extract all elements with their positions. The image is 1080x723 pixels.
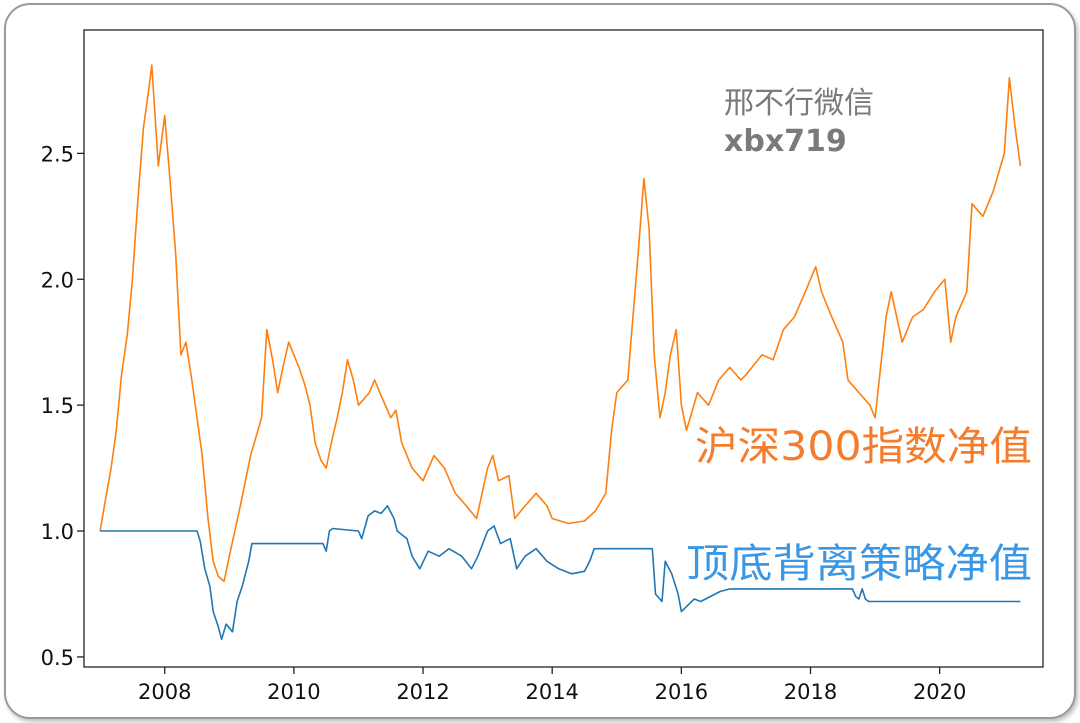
x-tick-label: 2012 — [396, 680, 449, 704]
y-tick-label: 2.0 — [41, 268, 74, 292]
y-tick-label: 1.5 — [41, 394, 74, 418]
watermark-id: xbx719 — [724, 124, 847, 159]
x-tick-label: 2016 — [655, 680, 708, 704]
x-tick-label: 2014 — [525, 680, 578, 704]
series-layer — [99, 64, 1022, 641]
x-tick-label: 2010 — [267, 680, 320, 704]
annotation-strategy-net-value: 顶底背离策略净值 — [686, 541, 1032, 587]
y-tick-label: 2.5 — [41, 142, 74, 166]
series-line-hs300 — [99, 64, 1022, 583]
annotation-hs300-net-value: 沪深300指数净值 — [695, 424, 1032, 470]
x-tick-label: 2008 — [138, 680, 191, 704]
chart-frame — [4, 3, 1076, 719]
y-tick-label: 1.0 — [41, 520, 74, 544]
series-line-strategy — [100, 505, 1021, 641]
x-axis: 2008 2010 2012 2014 2016 2018 2020 — [138, 667, 966, 704]
x-tick-label: 2018 — [784, 680, 837, 704]
y-tick-label: 0.5 — [41, 646, 74, 670]
y-axis: 0.5 1.0 1.5 2.0 2.5 — [41, 142, 84, 670]
x-tick-label: 2020 — [913, 680, 966, 704]
plot-area — [83, 29, 1044, 668]
watermark-name: 邢不行微信 — [724, 86, 874, 121]
